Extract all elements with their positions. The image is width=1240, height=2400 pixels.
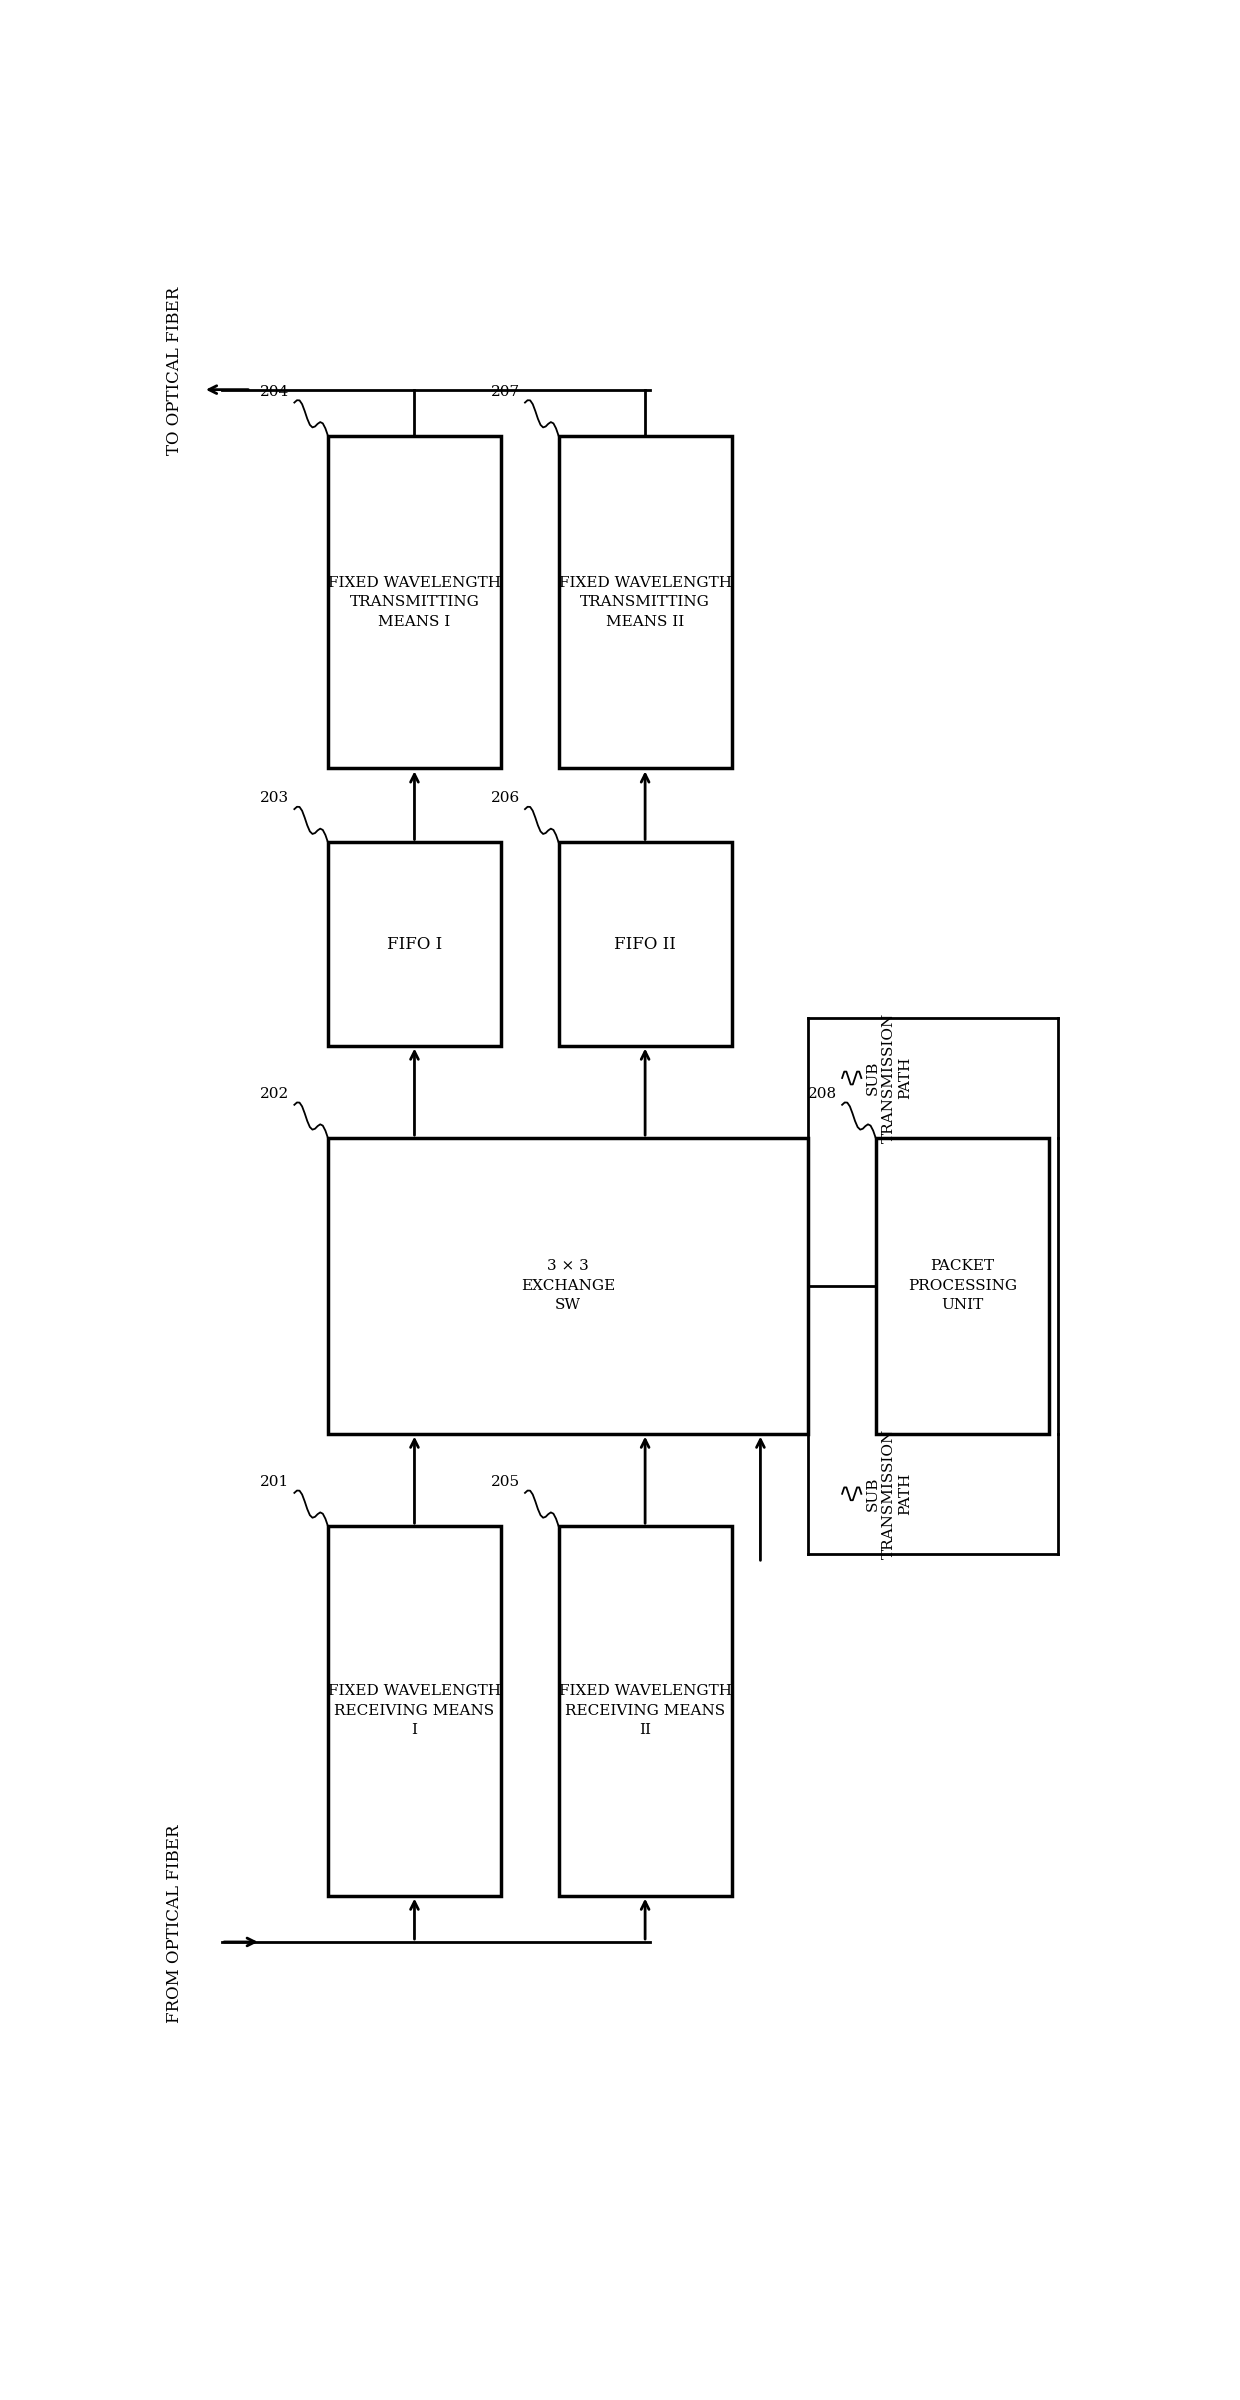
Bar <box>327 1138 808 1433</box>
Bar <box>558 842 732 1046</box>
Text: SUB
TRANSMISSION
PATH: SUB TRANSMISSION PATH <box>866 1013 913 1142</box>
Text: SUB
TRANSMISSION
PATH: SUB TRANSMISSION PATH <box>866 1428 913 1560</box>
Text: 206: 206 <box>491 792 521 806</box>
Text: 208: 208 <box>808 1087 837 1102</box>
Text: 202: 202 <box>260 1087 289 1102</box>
Text: FROM OPTICAL FIBER: FROM OPTICAL FIBER <box>166 1824 182 2023</box>
Text: FIFO I: FIFO I <box>387 936 443 953</box>
Bar <box>558 1526 732 1896</box>
Text: FIXED WAVELENGTH
RECEIVING MEANS
II: FIXED WAVELENGTH RECEIVING MEANS II <box>558 1685 732 1738</box>
Text: 204: 204 <box>260 384 289 398</box>
Text: 201: 201 <box>260 1476 289 1488</box>
Text: TO OPTICAL FIBER: TO OPTICAL FIBER <box>166 288 182 456</box>
Text: 3 × 3
EXCHANGE
SW: 3 × 3 EXCHANGE SW <box>521 1260 615 1313</box>
Text: 207: 207 <box>491 384 521 398</box>
Text: FIFO II: FIFO II <box>614 936 676 953</box>
Text: FIXED WAVELENGTH
RECEIVING MEANS
I: FIXED WAVELENGTH RECEIVING MEANS I <box>327 1685 501 1738</box>
Text: 205: 205 <box>491 1476 521 1488</box>
Bar <box>327 1526 501 1896</box>
Text: PACKET
PROCESSING
UNIT: PACKET PROCESSING UNIT <box>908 1260 1017 1313</box>
Text: FIXED WAVELENGTH
TRANSMITTING
MEANS II: FIXED WAVELENGTH TRANSMITTING MEANS II <box>558 576 732 629</box>
Bar <box>327 437 501 768</box>
Bar <box>875 1138 1049 1433</box>
Bar <box>558 437 732 768</box>
Text: 203: 203 <box>260 792 289 806</box>
Text: FIXED WAVELENGTH
TRANSMITTING
MEANS I: FIXED WAVELENGTH TRANSMITTING MEANS I <box>327 576 501 629</box>
Bar <box>327 842 501 1046</box>
